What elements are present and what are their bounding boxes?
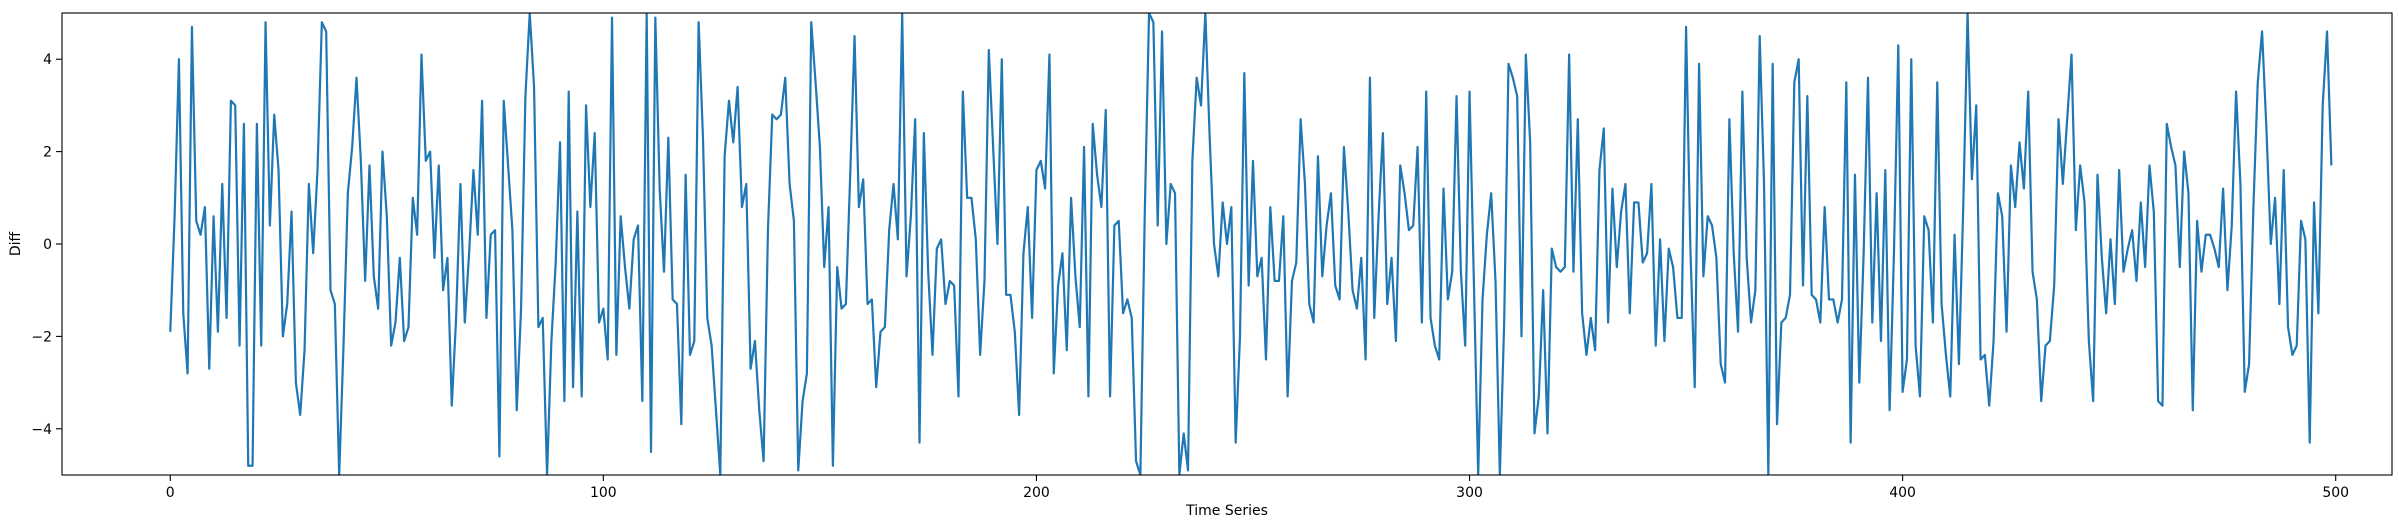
x-axis-label: Time Series bbox=[1185, 503, 1268, 519]
y-axis-label: Diff bbox=[8, 231, 24, 256]
series-line bbox=[169, 13, 2333, 475]
y-tick-label: 2 bbox=[43, 145, 52, 161]
axes: 0 100 200 300 400 500 −4 −2 0 2 4 bbox=[31, 12, 2393, 501]
y-tick-label: 0 bbox=[43, 237, 52, 253]
x-tick-label: 500 bbox=[2322, 485, 2349, 501]
x-tick-label: 400 bbox=[1889, 485, 1916, 501]
x-tick-label: 0 bbox=[166, 485, 175, 501]
x-tick-label: 200 bbox=[1023, 485, 1050, 501]
plot-area bbox=[169, 13, 2333, 475]
y-tick-label: −2 bbox=[31, 329, 52, 345]
y-tick-label: 4 bbox=[43, 52, 52, 68]
y-tick-label: −4 bbox=[31, 422, 52, 438]
x-tick-label: 100 bbox=[590, 485, 617, 501]
x-tick-label: 300 bbox=[1456, 485, 1483, 501]
